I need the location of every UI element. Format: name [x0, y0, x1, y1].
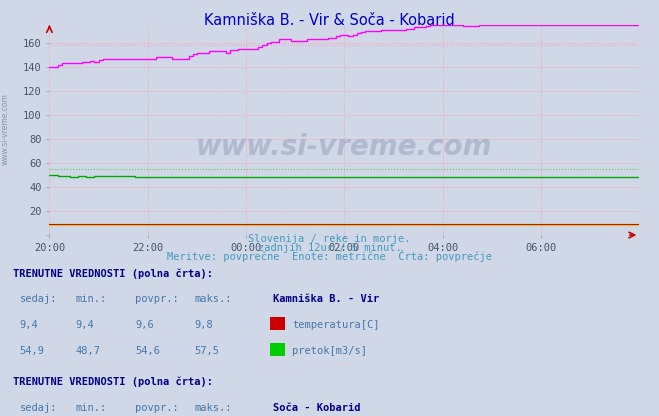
Text: Kamniška B. - Vir & Soča - Kobarid: Kamniška B. - Vir & Soča - Kobarid: [204, 13, 455, 28]
Text: www.si-vreme.com: www.si-vreme.com: [1, 93, 10, 165]
Text: sedaj:: sedaj:: [20, 403, 57, 413]
Text: TRENUTNE VREDNOSTI (polna črta):: TRENUTNE VREDNOSTI (polna črta):: [13, 268, 213, 279]
Text: maks.:: maks.:: [194, 295, 232, 305]
Text: 9,4: 9,4: [76, 320, 94, 330]
Text: Slovenija / reke in morje.: Slovenija / reke in morje.: [248, 234, 411, 244]
Text: maks.:: maks.:: [194, 403, 232, 413]
Text: povpr.:: povpr.:: [135, 403, 179, 413]
Text: 9,4: 9,4: [20, 320, 38, 330]
Text: temperatura[C]: temperatura[C]: [292, 320, 380, 330]
Text: www.si-vreme.com: www.si-vreme.com: [196, 133, 492, 161]
Text: TRENUTNE VREDNOSTI (polna črta):: TRENUTNE VREDNOSTI (polna črta):: [13, 377, 213, 387]
Text: min.:: min.:: [76, 295, 107, 305]
Text: zadnjih 12ur / 5 minut.: zadnjih 12ur / 5 minut.: [258, 243, 401, 253]
Text: povpr.:: povpr.:: [135, 295, 179, 305]
Text: Kamniška B. - Vir: Kamniška B. - Vir: [273, 295, 380, 305]
Text: 9,6: 9,6: [135, 320, 154, 330]
Text: 48,7: 48,7: [76, 346, 101, 356]
Text: Soča - Kobarid: Soča - Kobarid: [273, 403, 361, 413]
Text: pretok[m3/s]: pretok[m3/s]: [292, 346, 367, 356]
Text: Meritve: povprečne  Enote: metrične  Črta: povprečje: Meritve: povprečne Enote: metrične Črta:…: [167, 250, 492, 262]
Text: min.:: min.:: [76, 403, 107, 413]
Text: 54,9: 54,9: [20, 346, 45, 356]
Text: 9,8: 9,8: [194, 320, 213, 330]
Text: sedaj:: sedaj:: [20, 295, 57, 305]
Text: 57,5: 57,5: [194, 346, 219, 356]
Text: 54,6: 54,6: [135, 346, 160, 356]
